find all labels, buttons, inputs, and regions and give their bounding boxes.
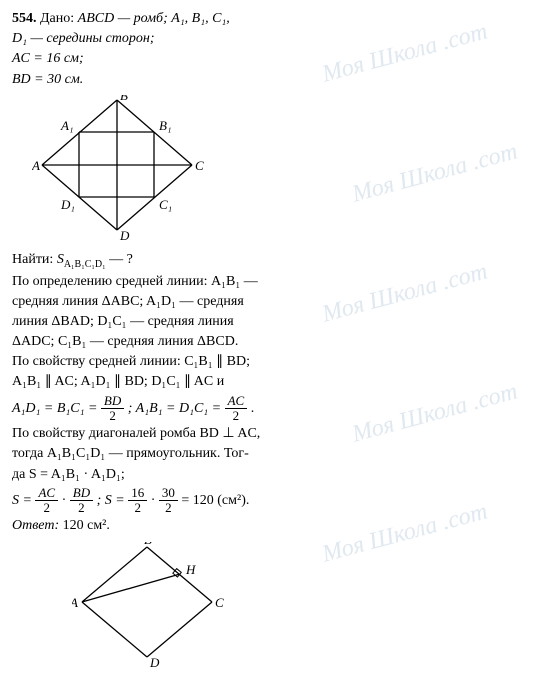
answer-line: Ответ: 120 см². [12,517,312,535]
watermark: Моя Школа .com [349,138,520,208]
sol-10: да S = A₁B₁ · A₁D₁; [12,466,312,484]
watermark: Моя Школа .com [319,498,490,568]
svg-text:C: C [195,158,204,173]
sol-2: средняя линия ΔABC; A₁D₁ — средняя [12,293,312,311]
sol-11: S = AC2 · BD2 ; S = 162 · 302 = 120 (см²… [12,486,312,516]
svg-text:D: D [119,228,130,240]
find-expr: S [57,252,64,267]
answer-text: 120 см². [59,518,110,533]
sol-8: По свойству диагоналей ромба BD ⊥ AC, [12,425,312,443]
given-text-1: ABCD — ромб; A₁, B₁, C₁, [78,11,230,26]
find-sub: A₁B₁C₁D₁ [64,259,106,270]
frac6-num: 30 [159,486,178,501]
sol-11e: = 120 (см²). [181,493,249,508]
problem-number: 554. [12,11,37,26]
sol-1: По определению средней линии: A₁B₁ — [12,273,312,291]
frac6-den: 2 [159,501,178,515]
sol-9: тогда A₁B₁C₁D₁ — прямоугольник. Тог- [12,445,312,463]
sol-7b: ; A₁B₁ = D₁C₁ = [128,401,225,416]
find-q: — ? [106,252,133,267]
svg-text:B: B [120,95,128,103]
svg-text:H: H [185,562,196,577]
frac3-num: AC [35,486,58,501]
sol-3: линия ΔBAD; D₁C₁ — средняя линия [12,313,312,331]
frac-3: AC2 [35,486,58,516]
problem-content: 554. Дано: ABCD — ромб; A₁, B₁, C₁, D₁ —… [0,0,324,686]
find-label: Найти: [12,252,53,267]
frac-5: 162 [128,486,147,516]
frac-4: BD2 [70,486,93,516]
svg-text:D: D [149,655,160,667]
svg-text:B₁: B₁ [159,118,171,133]
frac5-den: 2 [128,501,147,515]
svg-text:A: A [72,595,78,610]
sol-11a: S = [12,493,35,508]
frac-1: BD2 [101,394,124,424]
figure-2: A B C D H [72,542,312,672]
frac5-num: 16 [128,486,147,501]
frac-6: 302 [159,486,178,516]
frac2-den: 2 [225,409,248,423]
sol-11b: · [62,493,70,508]
sol-6: A₁B₁ ∥ AC; A₁D₁ ∥ BD; D₁C₁ ∥ AC и [12,373,312,391]
given-text-2: D₁ — середины сторон; [12,30,312,48]
svg-text:C₁: C₁ [159,197,172,212]
frac2-num: AC [225,394,248,409]
svg-text:A: A [32,158,40,173]
find-line: Найти: SA₁B₁C₁D₁ — ? [12,251,312,271]
frac-2: AC2 [225,394,248,424]
watermark: Моя Школа .com [319,258,490,328]
sol-7c: . [251,401,255,416]
figure-1: A B C D A₁ B₁ C₁ D₁ [32,95,312,245]
sol-11d: · [151,493,159,508]
watermark: Моя Школа .com [319,18,490,88]
sol-11c: ; S = [97,493,129,508]
given-label: Дано: [40,11,74,26]
svg-text:C: C [215,595,224,610]
given-text-4: BD = 30 см. [12,71,312,89]
watermark: Моя Школа .com [349,378,520,448]
frac4-den: 2 [70,501,93,515]
frac4-num: BD [70,486,93,501]
svg-text:D₁: D₁ [60,197,75,212]
sol-7a: A₁D₁ = B₁C₁ = [12,401,101,416]
given-text-3: AC = 16 см; [12,50,312,68]
svg-text:A₁: A₁ [60,118,73,133]
frac1-den: 2 [101,409,124,423]
sol-4: ΔADC; C₁B₁ — средняя линия ΔBCD. [12,333,312,351]
answer-label: Ответ: [12,518,59,533]
frac3-den: 2 [35,501,58,515]
frac1-num: BD [101,394,124,409]
sol-5: По свойству средней линии: C₁B₁ ∥ BD; [12,353,312,371]
given-line-1: 554. Дано: ABCD — ромб; A₁, B₁, C₁, [12,10,312,28]
svg-text:B: B [144,542,152,547]
sol-7: A₁D₁ = B₁C₁ = BD2 ; A₁B₁ = D₁C₁ = AC2 . [12,394,312,424]
